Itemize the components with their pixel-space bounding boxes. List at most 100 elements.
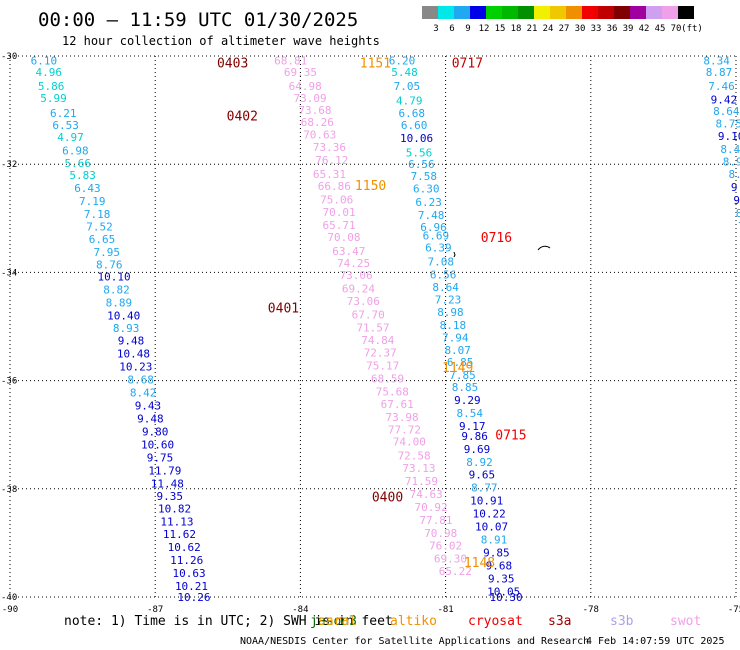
wave-height-value: 67.70 [352,309,385,322]
colorbar-swatch [598,6,614,19]
satellite-legend-item: jason3 [310,614,357,629]
pass-time-label: 0403 [217,56,248,71]
x-tick-label: -87 [147,605,163,615]
pass-time-label: 0401 [268,302,299,317]
wave-height-value: 8.98 [437,306,464,319]
wave-height-value: 5.86 [38,80,65,93]
wave-height-value: 7.05 [394,80,421,93]
pass-time-label: 0717 [452,56,483,71]
pass-time-labels: 0403 1151 0717 0402 1150 0716 0401 1149 0715 0400… [217,56,527,570]
wave-height-value: 7.18 [84,208,111,221]
wave-height-value: 10.62 [168,541,201,554]
colorbar-label: 45 [655,24,666,34]
wave-height-value: 8.93 [113,322,140,335]
pass-time-label: 1148 [464,556,495,571]
x-tick-label: -84 [292,605,308,615]
wave-height-value: 71.59 [405,475,438,488]
colorbar-swatch [502,6,518,19]
wave-height-value: 6.85 [447,356,474,369]
wave-height-value: 8.48 [720,143,740,156]
wave-height-value: 70.01 [323,206,356,219]
wave-height-value: 4.79 [396,94,423,107]
colorbar-label: 6 [449,24,454,34]
wave-height-value: 7.52 [86,220,113,233]
wave-height-value: 8.18 [440,319,467,332]
wave-height-value: 74.84 [361,334,394,347]
wave-height-value: 10.30 [490,591,523,604]
satellite-legend-item: cryosat [468,614,523,629]
wave-height-value: 77.81 [419,514,452,527]
wave-height-value: 9.42 [711,93,738,106]
wave-height-value: 7.08 [428,256,455,269]
wave-height-value: 9.2 [731,181,740,194]
colorbar-label: 9 [465,24,470,34]
pass-time-label: 0400 [372,490,403,505]
colorbar-swatch [470,6,486,19]
colorbar-swatch [518,6,534,19]
wave-height-value: 75.06 [320,193,353,206]
wave-height-value: 64.98 [289,80,322,93]
wave-height-value: 9.10 [718,130,740,143]
satellite-legend-item: altiko [390,614,437,629]
wave-height-value: 69.24 [342,283,375,296]
wave-height-value: 10.82 [158,502,191,515]
wave-height-value: 74.25 [337,257,370,270]
wave-height-value: 8.8 [736,207,740,220]
wave-height-value: 8.75 [715,118,740,131]
wave-height-value: 5.83 [69,169,96,182]
wave-height-value: 7.48 [418,209,445,222]
wave-height-value: 77.72 [388,423,421,436]
footer-credit: NOAA/NESDIS Center for Satellite Applica… [240,636,589,647]
wave-height-value: 10.22 [473,508,506,521]
wave-height-value: 73.13 [402,462,435,475]
wave-height-value: 6.10 [31,54,58,67]
wave-height-value: 74.63 [410,488,443,501]
colorbar-swatch [454,6,470,19]
wave-height-value: 9.68 [486,560,513,573]
wave-height-value: 8.82 [103,284,130,297]
colorbar-swatch [486,6,502,19]
wave-height-value: 6.23 [415,196,442,209]
wave-height-value: 65.31 [313,168,346,181]
wave-height-value: 6.60 [401,119,428,132]
color-scale-legend: 3 6 9 12 15 18 21 24 27 30 33 36 39 42 45 70 (ft) [422,6,703,34]
pass-time-label: 0716 [481,231,512,246]
wave-height-value: 11.26 [170,554,203,567]
wave-height-value: 9.0 [733,194,740,207]
wave-height-value: 6.30 [413,183,440,196]
wave-height-value: 7.94 [442,331,469,344]
wave-height-value: 6.56 [430,269,457,282]
colorbar-swatch [630,6,646,19]
wave-height-value: 7.85 [449,369,476,382]
x-tick-label: -78 [583,605,599,615]
wave-height-value: 6.43 [74,182,101,195]
colorbar-label: 21 [527,24,538,34]
wave-height-value: 5.48 [391,66,418,79]
x-tick-label: -90 [2,605,18,615]
colorbar-swatch [678,6,694,19]
wave-height-value: 73.98 [385,411,418,424]
wave-height-value: 69.30 [434,553,467,566]
wave-height-value: 11.62 [163,528,196,541]
wave-height-value: 8.7 [728,168,740,181]
y-tick-label: -38 [1,485,17,495]
axis-tick-labels: -90 -87 -84 -81 -78 -75 -30 -32 -34 -36 -38 -40 [1,52,740,615]
wave-height-value: 72.58 [398,449,431,462]
wave-height-value: 10.26 [177,591,210,604]
wave-height-value: 8.68 [127,374,154,387]
wave-height-value: 7.6 [738,220,740,233]
wave-height-value: 6.21 [50,107,77,120]
wave-height-value: 75.68 [376,385,409,398]
island-shape [537,245,551,251]
colorbar-label: 36 [607,24,618,34]
wave-height-value: 68.59 [371,372,404,385]
y-tick-label: -40 [1,593,17,603]
wave-height-value: 10.07 [475,521,508,534]
wave-height-value: 6.56 [408,158,435,171]
wave-height-value: 9.43 [135,399,162,412]
satellite-legend-item: s3a [548,614,571,629]
wave-height-value: 6.39 [425,242,452,255]
y-tick-label: -32 [1,160,17,170]
wave-height-value: 8.64 [713,105,740,118]
